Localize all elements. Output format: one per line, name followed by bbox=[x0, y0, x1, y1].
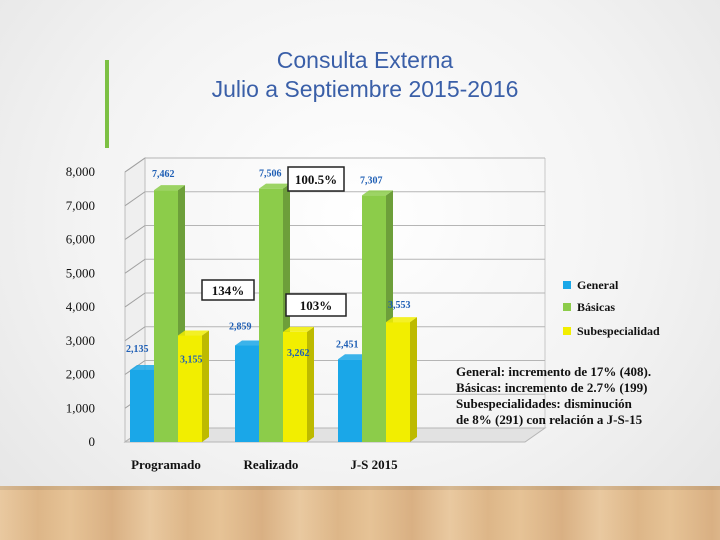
accent-bar bbox=[105, 60, 109, 148]
legend-item: Básicas bbox=[563, 300, 615, 314]
legend-label: Subespecialidad bbox=[577, 324, 660, 338]
legend-label: General bbox=[577, 278, 619, 292]
data-label: 2,135 bbox=[126, 344, 149, 355]
y-tick-label: 1,000 bbox=[66, 400, 95, 415]
y-axis-ticks: 0 1,000 2,000 3,000 4,000 5,000 6,000 7,000 8,00… bbox=[66, 164, 95, 449]
bars bbox=[130, 183, 417, 443]
bar-subespecialidad-0 bbox=[178, 330, 209, 442]
y-tick-label: 5,000 bbox=[66, 265, 95, 280]
bar-chart: 0 1,000 2,000 3,000 4,000 5,000 6,000 7,000 8,00… bbox=[66, 157, 660, 472]
note-line: Básicas: incremento de 2.7% (199) bbox=[456, 380, 647, 395]
floor-shadow bbox=[0, 486, 720, 490]
data-label: 3,155 bbox=[180, 355, 203, 366]
legend-swatch bbox=[563, 281, 571, 289]
bar-general-2 bbox=[338, 354, 369, 442]
title-line-1: Consulta Externa bbox=[276, 47, 454, 73]
slide-title: Consulta Externa Julio a Septiembre 2015… bbox=[140, 46, 590, 104]
gridline-diag bbox=[124, 292, 146, 308]
title-line-2: Julio a Septiembre 2015-2016 bbox=[211, 76, 519, 102]
data-label: 7,307 bbox=[360, 175, 383, 186]
y-tick-label: 3,000 bbox=[66, 333, 95, 348]
gridline-diag bbox=[124, 225, 146, 240]
callout-text: 103% bbox=[300, 298, 333, 313]
callout-text: 100.5% bbox=[295, 172, 337, 187]
category-label: Realizado bbox=[244, 457, 299, 472]
category-label: Programado bbox=[131, 457, 201, 472]
gridline-diag bbox=[124, 191, 146, 207]
legend-swatch bbox=[563, 327, 571, 335]
note-line: General: incremento de 17% (408). bbox=[456, 364, 651, 379]
gridline-diag bbox=[124, 258, 146, 274]
note-line: de 8% (291) con relación a J-S-15 bbox=[456, 412, 643, 427]
callout-box: 134% bbox=[201, 279, 255, 301]
legend-label: Básicas bbox=[577, 300, 615, 314]
data-label: 3,553 bbox=[388, 300, 411, 311]
data-label: 2,859 bbox=[229, 322, 252, 333]
callouts: 100.5% 134% 103% bbox=[201, 166, 347, 317]
data-labels: 2,135 7,462 3,155 2,859 7,506 3,262 2,451 7,307… bbox=[126, 169, 411, 366]
gridline-diag bbox=[124, 326, 146, 342]
y-tick-label: 6,000 bbox=[66, 232, 95, 247]
wood-floor bbox=[0, 486, 720, 540]
y-tick-label: 2,000 bbox=[66, 367, 95, 382]
legend-item: General bbox=[563, 278, 619, 292]
y-tick-label: 0 bbox=[89, 434, 96, 449]
category-labels: Programado Realizado J-S 2015 bbox=[131, 457, 398, 472]
callout-box: 103% bbox=[285, 293, 347, 317]
data-label: 2,451 bbox=[336, 339, 359, 350]
data-label: 3,262 bbox=[287, 348, 310, 359]
y-tick-label: 7,000 bbox=[66, 198, 95, 213]
bar-subespecialidad-2 bbox=[386, 317, 417, 442]
gridline-diag bbox=[124, 157, 146, 173]
category-label: J-S 2015 bbox=[350, 457, 398, 472]
y-tick-label: 8,000 bbox=[66, 164, 95, 179]
notes: General: incremento de 17% (408).Básicas… bbox=[456, 364, 651, 427]
legend: General Básicas Subespecialidad bbox=[563, 278, 660, 338]
legend-item: Subespecialidad bbox=[563, 324, 660, 338]
data-label: 7,506 bbox=[259, 169, 282, 180]
bar-subespecialidad-1 bbox=[283, 326, 314, 442]
callout-box: 100.5% bbox=[287, 166, 345, 192]
legend-swatch bbox=[563, 303, 571, 311]
note-line: Subespecialidades: disminución bbox=[456, 396, 633, 411]
data-label: 7,462 bbox=[152, 169, 175, 180]
y-tick-label: 4,000 bbox=[66, 299, 95, 314]
callout-text: 134% bbox=[212, 283, 245, 298]
bar-básicas-2 bbox=[362, 190, 393, 442]
